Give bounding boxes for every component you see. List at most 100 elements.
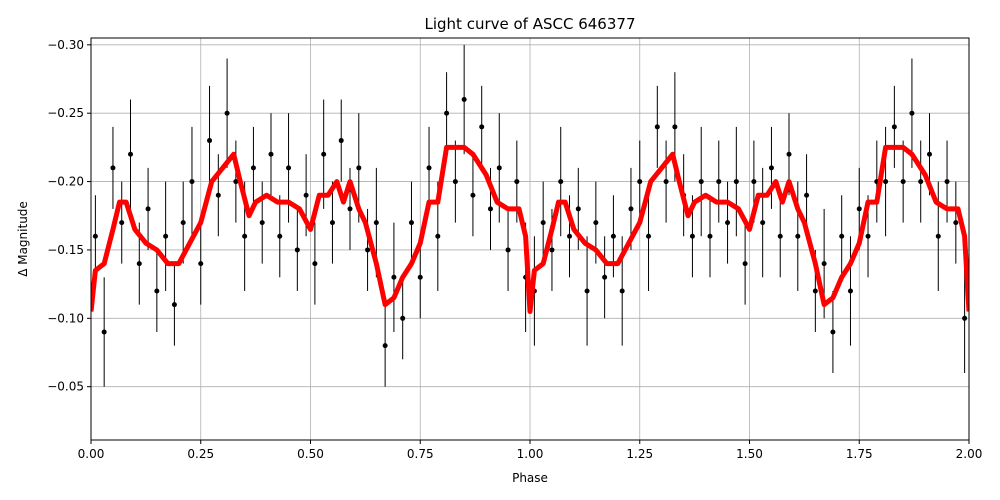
data-point bbox=[628, 206, 634, 212]
y-tick-label: −0.15 bbox=[47, 243, 84, 257]
ticks: 0.00 0.25 0.50 0.75 1.00 1.25 1.50 1.75 2.00 −0.3… bbox=[47, 38, 982, 461]
data-point bbox=[707, 233, 713, 239]
data-point bbox=[637, 179, 643, 185]
data-point bbox=[479, 124, 485, 130]
data-point bbox=[646, 233, 652, 239]
data-point bbox=[962, 315, 968, 321]
binned-curve bbox=[91, 144, 969, 314]
data-point bbox=[514, 179, 520, 185]
data-point bbox=[575, 206, 581, 212]
x-tick-label: 0.25 bbox=[187, 447, 214, 461]
data-point bbox=[417, 274, 423, 280]
y-tick-label: −0.10 bbox=[47, 311, 84, 325]
data-point bbox=[461, 97, 467, 103]
data-point bbox=[698, 179, 704, 185]
data-point bbox=[496, 165, 502, 171]
data-point bbox=[470, 192, 476, 198]
data-point bbox=[733, 179, 739, 185]
data-point bbox=[663, 179, 669, 185]
data-point bbox=[180, 220, 186, 226]
data-point bbox=[259, 220, 265, 226]
data-point bbox=[944, 179, 950, 185]
data-point bbox=[400, 315, 406, 321]
data-point bbox=[233, 179, 239, 185]
data-point bbox=[716, 179, 722, 185]
y-tick-label: −0.25 bbox=[47, 106, 84, 120]
x-axis-label: Phase bbox=[512, 471, 548, 485]
data-point bbox=[821, 261, 827, 267]
data-point bbox=[883, 179, 889, 185]
x-tick-label: 1.00 bbox=[517, 447, 544, 461]
data-point bbox=[549, 247, 555, 253]
data-point bbox=[689, 233, 695, 239]
data-point bbox=[909, 110, 915, 116]
data-point bbox=[268, 151, 274, 157]
data-point bbox=[602, 274, 608, 280]
data-point bbox=[303, 192, 309, 198]
y-tick-label: −0.05 bbox=[47, 380, 84, 394]
data-point bbox=[804, 192, 810, 198]
data-point bbox=[444, 110, 450, 116]
data-point bbox=[672, 124, 678, 130]
data-point bbox=[163, 233, 169, 239]
data-point bbox=[338, 138, 344, 144]
data-point bbox=[426, 165, 432, 171]
data-point bbox=[136, 261, 142, 267]
data-point bbox=[751, 179, 757, 185]
x-tick-label: 0.75 bbox=[407, 447, 434, 461]
data-point bbox=[505, 247, 511, 253]
data-point bbox=[953, 220, 959, 226]
data-point bbox=[347, 206, 353, 212]
data-point bbox=[593, 220, 599, 226]
y-tick-label: −0.30 bbox=[47, 38, 84, 52]
data-point bbox=[891, 124, 897, 130]
data-point bbox=[435, 233, 441, 239]
y-axis-label: Δ Magnitude bbox=[16, 201, 30, 277]
data-point bbox=[242, 233, 248, 239]
data-point bbox=[391, 274, 397, 280]
data-point bbox=[558, 179, 564, 185]
data-point bbox=[294, 247, 300, 253]
data-point bbox=[768, 165, 774, 171]
data-point bbox=[171, 302, 177, 308]
data-point bbox=[145, 206, 151, 212]
data-point bbox=[408, 220, 414, 226]
data-point bbox=[250, 165, 256, 171]
data-point bbox=[277, 233, 283, 239]
data-point bbox=[119, 220, 125, 226]
data-point bbox=[92, 233, 98, 239]
data-point bbox=[110, 165, 116, 171]
data-point bbox=[452, 179, 458, 185]
data-point bbox=[101, 329, 107, 335]
data-point bbox=[329, 220, 335, 226]
data-point bbox=[321, 151, 327, 157]
data-point bbox=[847, 288, 853, 294]
data-point bbox=[286, 165, 292, 171]
data-point bbox=[926, 151, 932, 157]
data-point bbox=[567, 233, 573, 239]
data-point bbox=[224, 110, 230, 116]
x-tick-label: 0.00 bbox=[78, 447, 105, 461]
data-point bbox=[619, 288, 625, 294]
data-point bbox=[918, 179, 924, 185]
chart-title: Light curve of ASCC 646377 bbox=[425, 15, 636, 33]
data-point bbox=[207, 138, 213, 144]
data-point bbox=[584, 288, 590, 294]
y-tick-label: −0.20 bbox=[47, 175, 84, 189]
data-point bbox=[540, 220, 546, 226]
data-point bbox=[189, 179, 195, 185]
data-point bbox=[900, 179, 906, 185]
data-point bbox=[356, 165, 362, 171]
data-point bbox=[760, 220, 766, 226]
data-point bbox=[935, 233, 941, 239]
data-point bbox=[786, 151, 792, 157]
data-point bbox=[777, 233, 783, 239]
data-point bbox=[839, 233, 845, 239]
data-point bbox=[154, 288, 160, 294]
data-point bbox=[830, 329, 836, 335]
x-tick-label: 2.00 bbox=[956, 447, 983, 461]
data-point bbox=[487, 206, 493, 212]
plot-area bbox=[91, 44, 969, 387]
